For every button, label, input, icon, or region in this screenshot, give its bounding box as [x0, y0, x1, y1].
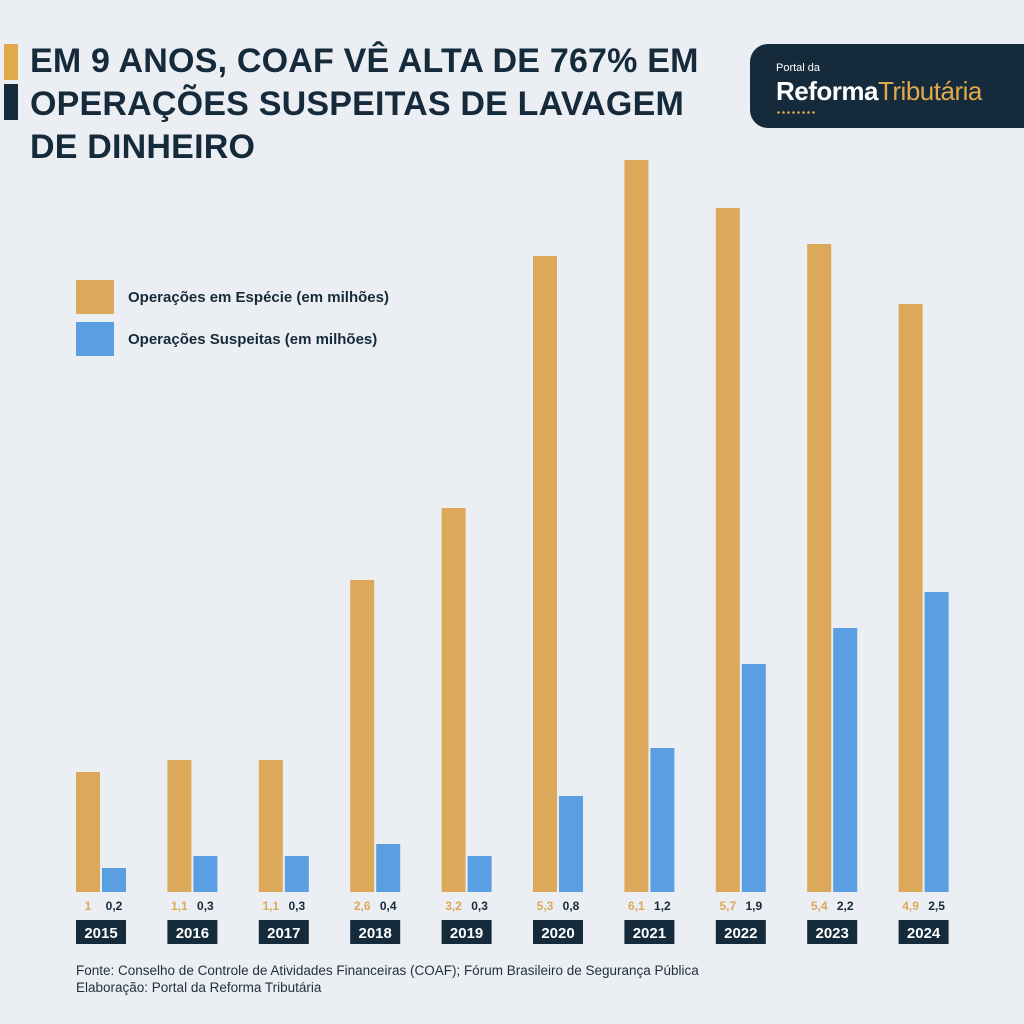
- bar-suspeitas-2022: [741, 664, 766, 892]
- bar-especie-2016: [167, 760, 192, 892]
- bar-especie-2017: [258, 760, 283, 892]
- legend-label-suspeitas: Operações Suspeitas (em milhões): [128, 330, 378, 348]
- bar-especie-2015: [76, 772, 100, 892]
- year-label-2024: 2024: [907, 925, 941, 942]
- value-label-especie-2021: 6,1: [628, 899, 645, 913]
- value-label-especie-2022: 5,7: [719, 899, 736, 913]
- bar-especie-2019: [441, 508, 466, 892]
- bar-especie-2023: [807, 244, 832, 892]
- year-box-2015: [76, 920, 126, 944]
- year-label-2015: 2015: [84, 925, 117, 942]
- bar-suspeitas-2015: [102, 868, 126, 892]
- value-label-suspeitas-2023: 2,2: [837, 899, 854, 913]
- value-label-especie-2019: 3,2: [445, 899, 462, 913]
- bar-suspeitas-2018: [376, 844, 401, 892]
- chart-year-labels: 2015 2016 2017 2018 2019 2020 2021 2022 2023 2024: [76, 920, 949, 944]
- value-label-suspeitas-2024: 2,5: [928, 899, 945, 913]
- value-label-especie-2020: 5,3: [537, 899, 554, 913]
- bar-especie-2022: [715, 208, 740, 892]
- year-label-2020: 2020: [541, 925, 574, 942]
- bar-suspeitas-2023: [833, 628, 858, 892]
- year-box-2017: [258, 920, 309, 944]
- bar-suspeitas-2024: [924, 592, 949, 892]
- year-label-2018: 2018: [359, 925, 392, 942]
- footer-source: Fonte: Conselho de Controle de Atividade…: [76, 963, 699, 978]
- year-box-2016: [167, 920, 218, 944]
- year-label-2019: 2019: [450, 925, 483, 942]
- year-label-2023: 2023: [816, 925, 849, 942]
- bar-suspeitas-2016: [193, 856, 218, 892]
- value-label-especie-2016: 1,1: [171, 899, 188, 913]
- value-label-especie-2023: 5,4: [811, 899, 828, 913]
- legend-item-suspeitas: Operações Suspeitas (em milhões): [76, 322, 377, 356]
- value-label-suspeitas-2019: 0,3: [471, 899, 488, 913]
- value-label-especie-2015: 1: [85, 899, 92, 913]
- value-label-especie-2024: 4,9: [902, 899, 919, 913]
- value-label-suspeitas-2018: 0,4: [380, 899, 397, 913]
- year-box-2023: [807, 920, 858, 944]
- value-label-especie-2017: 1,1: [262, 899, 279, 913]
- value-label-especie-2018: 2,6: [354, 899, 371, 913]
- year-box-2024: [898, 920, 949, 944]
- logo-accent-text: Tributária: [877, 76, 982, 106]
- year-label-2017: 2017: [267, 925, 300, 942]
- year-label-2021: 2021: [633, 925, 666, 942]
- bar-suspeitas-2019: [467, 856, 492, 892]
- bar-especie-2024: [898, 304, 923, 892]
- value-label-suspeitas-2020: 0,8: [563, 899, 580, 913]
- bar-suspeitas-2020: [559, 796, 583, 892]
- legend-item-especie: Operações em Espécie (em milhões): [76, 280, 389, 314]
- logo-main-text: Reforma: [776, 76, 878, 106]
- year-box-2018: [350, 920, 401, 944]
- title-accent-gold: [4, 44, 18, 80]
- year-label-2022: 2022: [724, 925, 757, 942]
- bar-especie-2021: [624, 160, 649, 892]
- legend-label-especie: Operações em Espécie (em milhões): [128, 288, 389, 306]
- legend-swatch-especie: [76, 280, 114, 314]
- bar-especie-2020: [533, 256, 557, 892]
- bar-especie-2018: [350, 580, 375, 892]
- title-accent-navy: [4, 84, 18, 120]
- logo-dots-decoration: [776, 111, 816, 114]
- footer-credit: Elaboração: Portal da Reforma Tributária: [76, 980, 322, 995]
- value-label-suspeitas-2015: 0,2: [106, 899, 123, 913]
- chart-footer: Fonte: Conselho de Controle de Atividade…: [76, 962, 699, 996]
- page-title: EM 9 ANOS, COAF VÊ ALTA DE 767% EM OPERA…: [30, 42, 699, 166]
- portal-logo: Portal da ReformaTributária: [750, 44, 1024, 128]
- legend-swatch-suspeitas: [76, 322, 114, 356]
- chart-value-labels: 1 0,2 1,1 0,3 1,1 0,3 2,6 0,4 3,2 0,3 5,3 0,8 6,1 1,2…: [85, 899, 946, 913]
- bar-suspeitas-2021: [650, 748, 675, 892]
- year-box-2021: [624, 920, 675, 944]
- bar-suspeitas-2017: [284, 856, 309, 892]
- year-box-2022: [715, 920, 766, 944]
- value-label-suspeitas-2022: 1,9: [745, 899, 762, 913]
- year-box-2019: [441, 920, 492, 944]
- value-label-suspeitas-2016: 0,3: [197, 899, 214, 913]
- value-label-suspeitas-2021: 1,2: [654, 899, 671, 913]
- year-box-2020: [533, 920, 583, 944]
- chart-bars: [76, 160, 949, 892]
- logo-small-text: Portal da: [776, 62, 821, 74]
- year-label-2016: 2016: [176, 925, 209, 942]
- value-label-suspeitas-2017: 0,3: [288, 899, 305, 913]
